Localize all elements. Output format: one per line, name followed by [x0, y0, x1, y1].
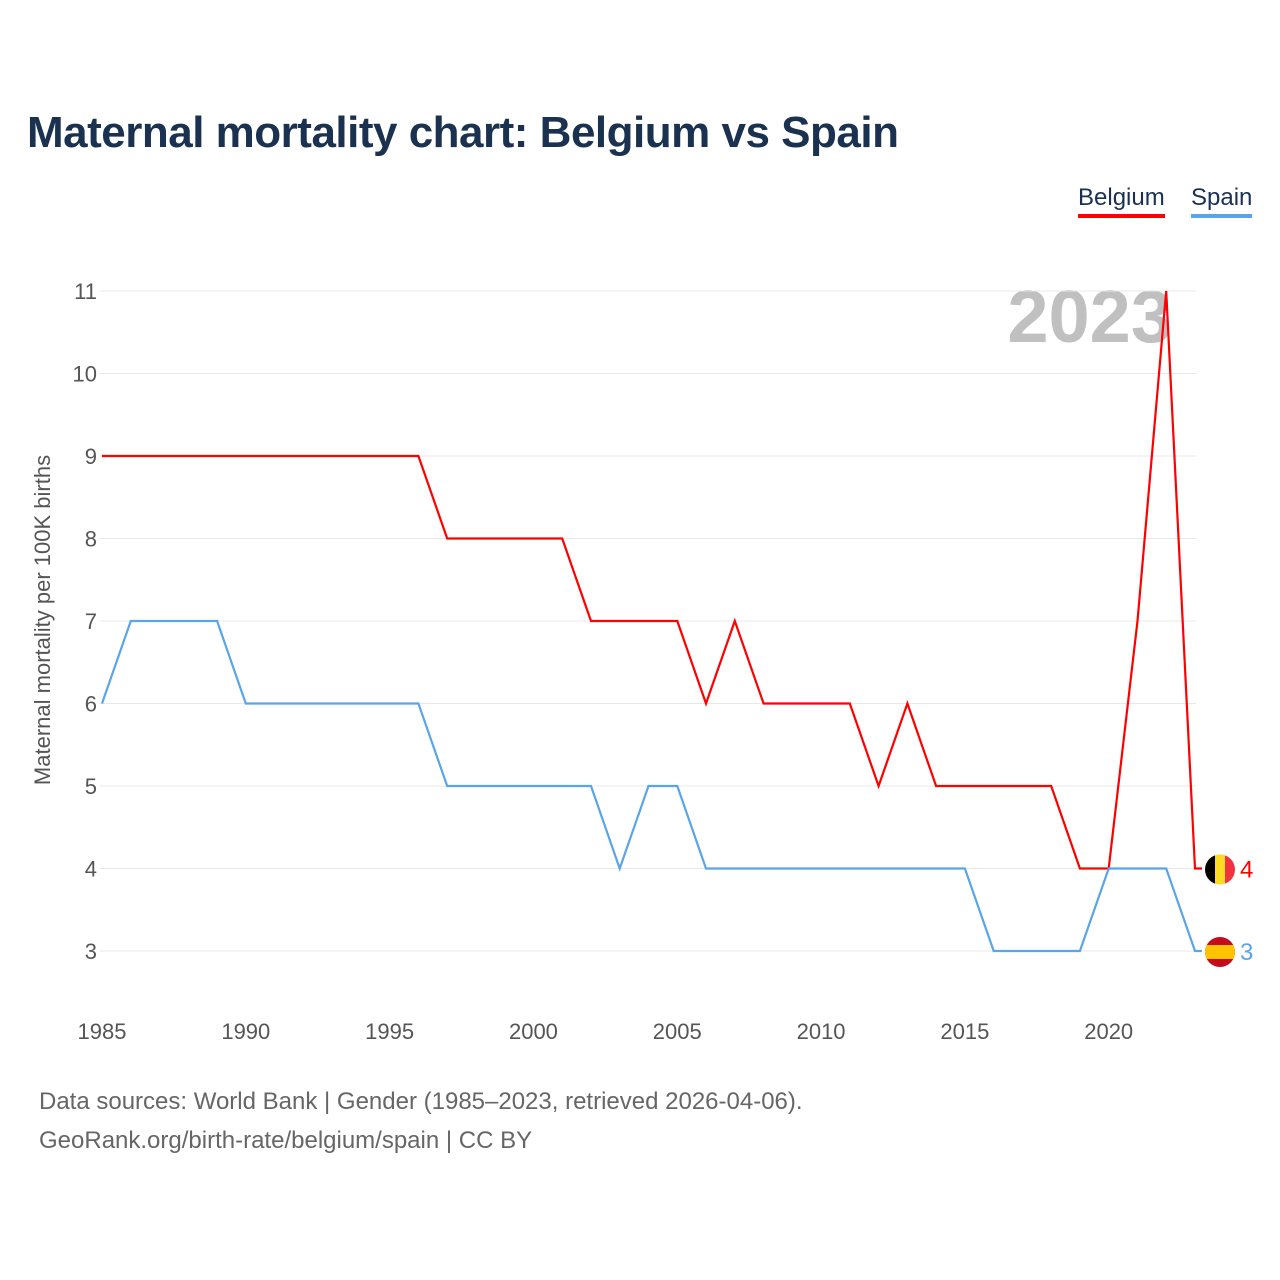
x-tick-label: 2000 — [509, 1019, 558, 1044]
footer-sources: Data sources: World Bank | Gender (1985–… — [39, 1088, 803, 1115]
x-tick-label: 2010 — [797, 1019, 846, 1044]
spain-flag-icon — [1205, 937, 1235, 967]
legend-belgium[interactable]: Belgium — [1078, 184, 1165, 218]
y-tick-label: 8 — [85, 527, 97, 552]
y-tick-label: 5 — [85, 774, 97, 799]
y-tick-label: 4 — [85, 857, 97, 882]
end-value-label-belgium: 4 — [1240, 857, 1253, 884]
x-tick-label: 2015 — [940, 1019, 989, 1044]
x-tick-label: 2005 — [653, 1019, 702, 1044]
y-axis-label: Maternal mortality per 100K births — [30, 455, 55, 785]
end-value-label-spain: 3 — [1240, 939, 1253, 966]
x-tick-label: 1995 — [365, 1019, 414, 1044]
year-watermark: 2023 — [1007, 275, 1172, 358]
y-tick-label: 10 — [73, 362, 97, 387]
y-tick-label: 3 — [85, 939, 97, 964]
series-line-belgium — [102, 290, 1202, 870]
y-tick-label: 7 — [85, 609, 97, 634]
y-tick-label: 6 — [85, 692, 97, 717]
footer-credit[interactable]: GeoRank.org/birth-rate/belgium/spain | C… — [39, 1127, 533, 1154]
x-tick-label: 1985 — [78, 1019, 127, 1044]
y-tick-label: 11 — [74, 279, 97, 304]
belgium-flag-icon — [1205, 854, 1235, 885]
y-tick-label: 9 — [85, 444, 97, 469]
series-line-spain — [100, 619, 1202, 953]
chart-title: Maternal mortality chart: Belgium vs Spa… — [27, 108, 899, 157]
x-tick-label: 2020 — [1084, 1019, 1133, 1044]
legend-spain[interactable]: Spain — [1191, 184, 1253, 218]
x-tick-label: 1990 — [221, 1019, 270, 1044]
